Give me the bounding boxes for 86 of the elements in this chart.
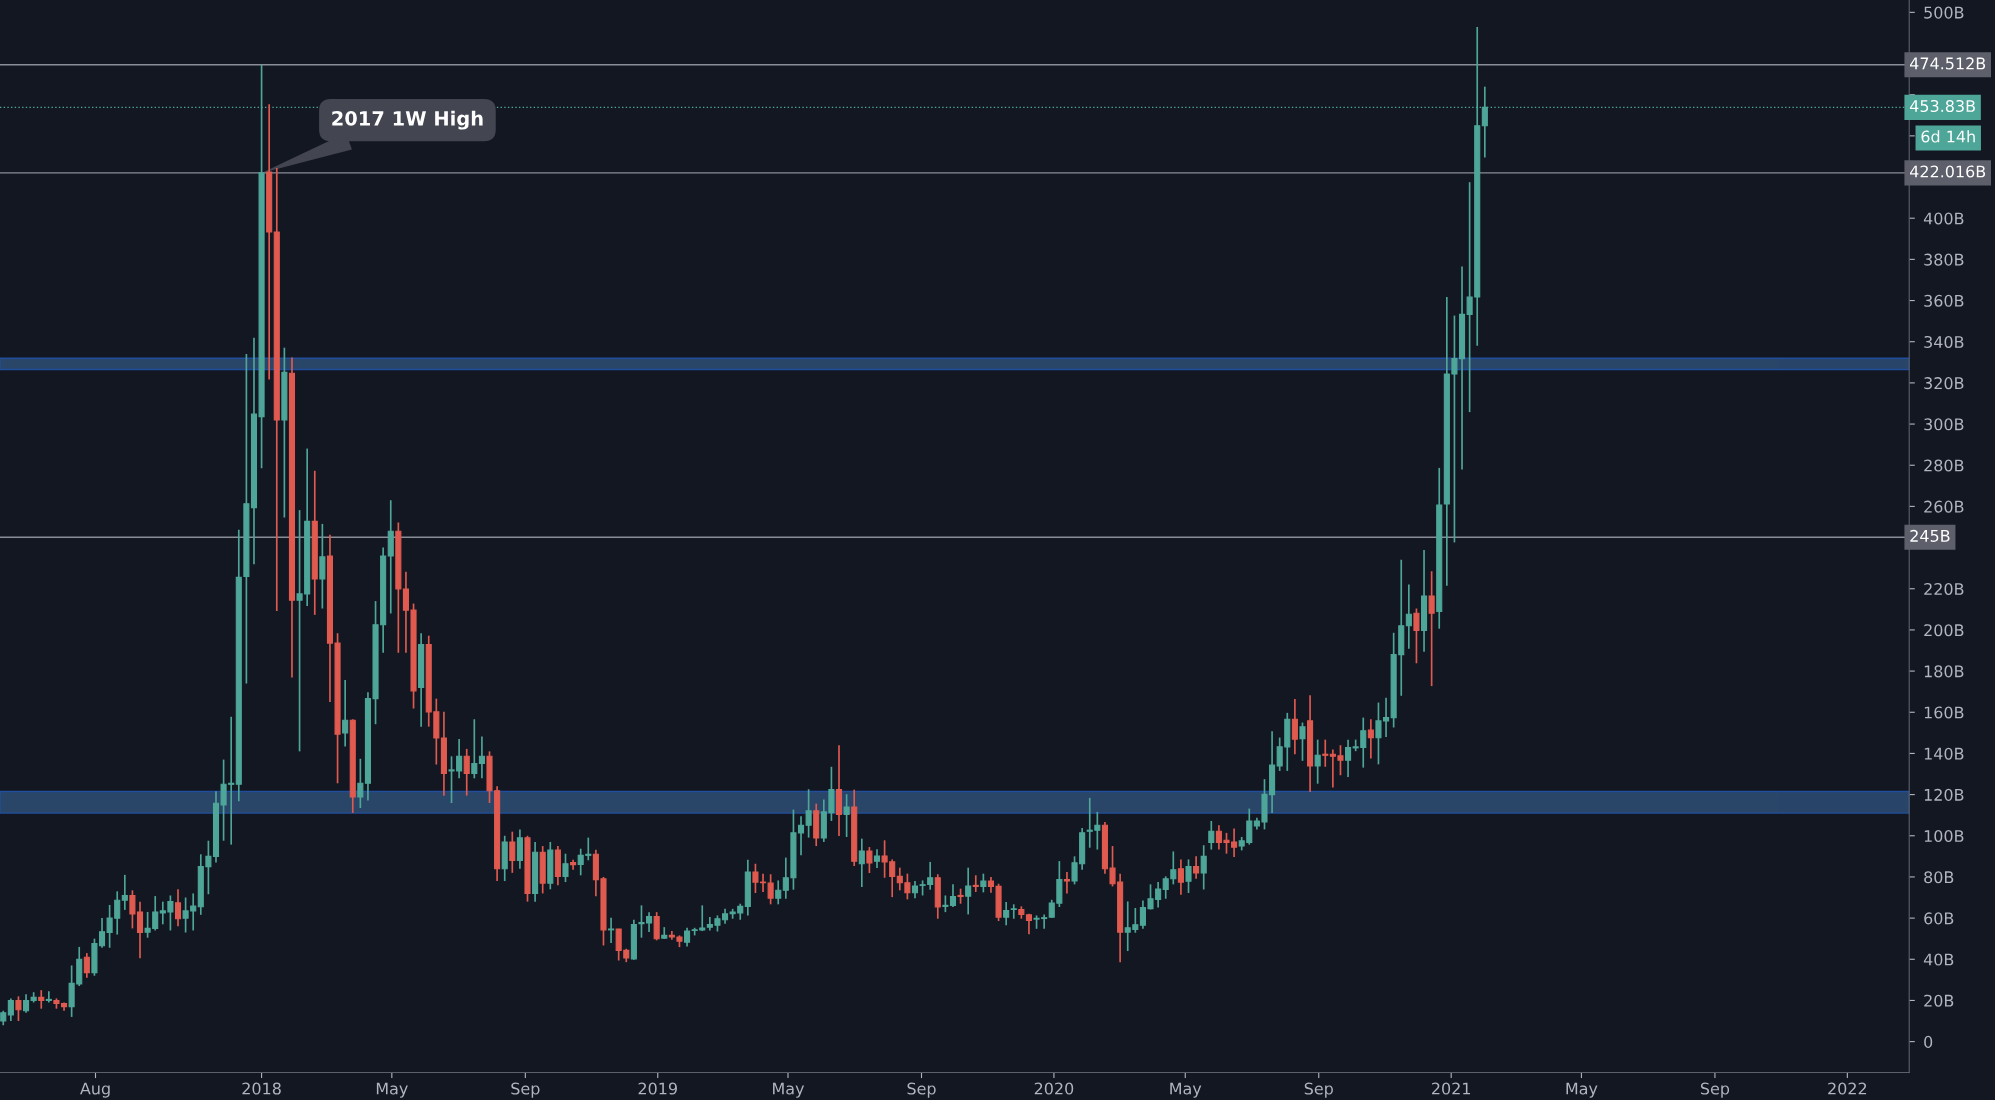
x-tick-label: 2021 bbox=[1432, 1082, 1471, 1095]
candlestick bbox=[1063, 871, 1070, 895]
y-tick-label: 280B bbox=[1924, 459, 1964, 472]
candlestick bbox=[1208, 820, 1215, 851]
y-tick-label: 40B bbox=[1923, 953, 1954, 966]
candlestick bbox=[866, 846, 873, 874]
candlestick bbox=[1193, 855, 1200, 880]
candlestick bbox=[1200, 844, 1207, 891]
x-tick-label: May bbox=[1170, 1082, 1202, 1098]
candlestick bbox=[684, 926, 691, 948]
candlestick bbox=[562, 852, 569, 883]
candlestick bbox=[1413, 607, 1420, 665]
candlestick bbox=[22, 993, 30, 1014]
x-tick-label: Sep bbox=[511, 1082, 540, 1098]
candlestick bbox=[319, 523, 326, 610]
candlestick bbox=[121, 874, 128, 911]
candlestick bbox=[1405, 583, 1412, 650]
candlestick bbox=[1314, 738, 1321, 785]
candlestick bbox=[1003, 901, 1010, 927]
x-tick-label: 2020 bbox=[1034, 1082, 1074, 1095]
x-tick-label: 2022 bbox=[1828, 1082, 1867, 1095]
x-tick-label: Sep bbox=[907, 1082, 936, 1098]
x-tick-label: 2018 bbox=[242, 1082, 281, 1095]
candlestick bbox=[1299, 721, 1306, 762]
y-tick-label: 320B bbox=[1924, 377, 1964, 390]
candlestick bbox=[1291, 698, 1298, 756]
candlestick bbox=[174, 888, 182, 928]
y-tick-label: 380B bbox=[1924, 253, 1964, 266]
y-tick-label: 120B bbox=[1924, 788, 1964, 801]
candlestick bbox=[653, 911, 660, 942]
x-tick-label: Sep bbox=[1304, 1082, 1333, 1098]
candlestick bbox=[357, 757, 364, 809]
candlestick bbox=[1185, 858, 1192, 894]
y-tick-label: 60B bbox=[1924, 912, 1954, 925]
ref-line-label: 453.83B bbox=[1910, 99, 1975, 113]
y-tick-label: 220B bbox=[1924, 582, 1964, 596]
candlestick bbox=[478, 735, 485, 780]
candlestick bbox=[1345, 738, 1352, 778]
candlestick bbox=[1428, 570, 1435, 687]
y-tick-label: 20B bbox=[1924, 994, 1954, 1007]
candlestick bbox=[1322, 738, 1329, 768]
x-tick-label: Aug bbox=[80, 1082, 110, 1098]
y-tick-label: 0 bbox=[1924, 1035, 1933, 1048]
candlestick bbox=[45, 990, 52, 1004]
candlestick bbox=[516, 828, 523, 870]
candlestick bbox=[965, 866, 972, 916]
x-tick-label: May bbox=[1566, 1082, 1598, 1098]
candlestick bbox=[873, 848, 881, 869]
x-tick-label: Sep bbox=[1700, 1082, 1730, 1098]
y-tick-label: 400B bbox=[1923, 212, 1964, 225]
text: 6d 14h bbox=[1921, 130, 1975, 143]
x-tick-label: May bbox=[773, 1082, 805, 1098]
y-tick-label: 360B bbox=[1924, 294, 1964, 307]
candlestick bbox=[972, 874, 979, 893]
annotation: 2017 1W High bbox=[332, 110, 483, 130]
y-tick-label: 260B bbox=[1924, 500, 1964, 513]
candlestick bbox=[463, 748, 470, 797]
y-tick-label: 500B bbox=[1924, 6, 1964, 19]
y-tick-label: 200B bbox=[1924, 624, 1964, 637]
y-tick-label: 100B bbox=[1924, 829, 1964, 843]
y-tick-label: 180B bbox=[1924, 665, 1964, 678]
y-tick-label: 140B bbox=[1924, 747, 1964, 760]
candlestick bbox=[608, 916, 615, 944]
ref-line-label: 422.016B bbox=[1910, 165, 1986, 178]
ref-line-label: 474.512B bbox=[1910, 57, 1986, 70]
y-tick-label: 160B bbox=[1924, 706, 1964, 719]
candlestick bbox=[843, 793, 850, 838]
candlestick bbox=[1010, 903, 1017, 920]
candlestick bbox=[15, 995, 22, 1022]
candlestick bbox=[38, 989, 45, 1010]
candlestick bbox=[980, 872, 987, 894]
x-tick-label: 2019 bbox=[638, 1082, 677, 1095]
candlestick bbox=[775, 879, 782, 906]
y-tick-label: 340B bbox=[1924, 335, 1964, 349]
candlestick bbox=[509, 830, 516, 874]
y-tick-label: 300B bbox=[1924, 418, 1964, 431]
y-tick-label: 80B bbox=[1924, 871, 1954, 884]
x-tick-label: May bbox=[376, 1082, 408, 1098]
ref-line-label: 245B bbox=[1910, 529, 1950, 542]
candlestick bbox=[7, 997, 14, 1022]
candlestick bbox=[858, 837, 865, 888]
candlestick bbox=[342, 679, 349, 748]
candlestick bbox=[471, 718, 478, 780]
candlestick bbox=[1177, 858, 1184, 896]
candlestick bbox=[83, 952, 90, 979]
candlestick bbox=[1367, 718, 1374, 760]
